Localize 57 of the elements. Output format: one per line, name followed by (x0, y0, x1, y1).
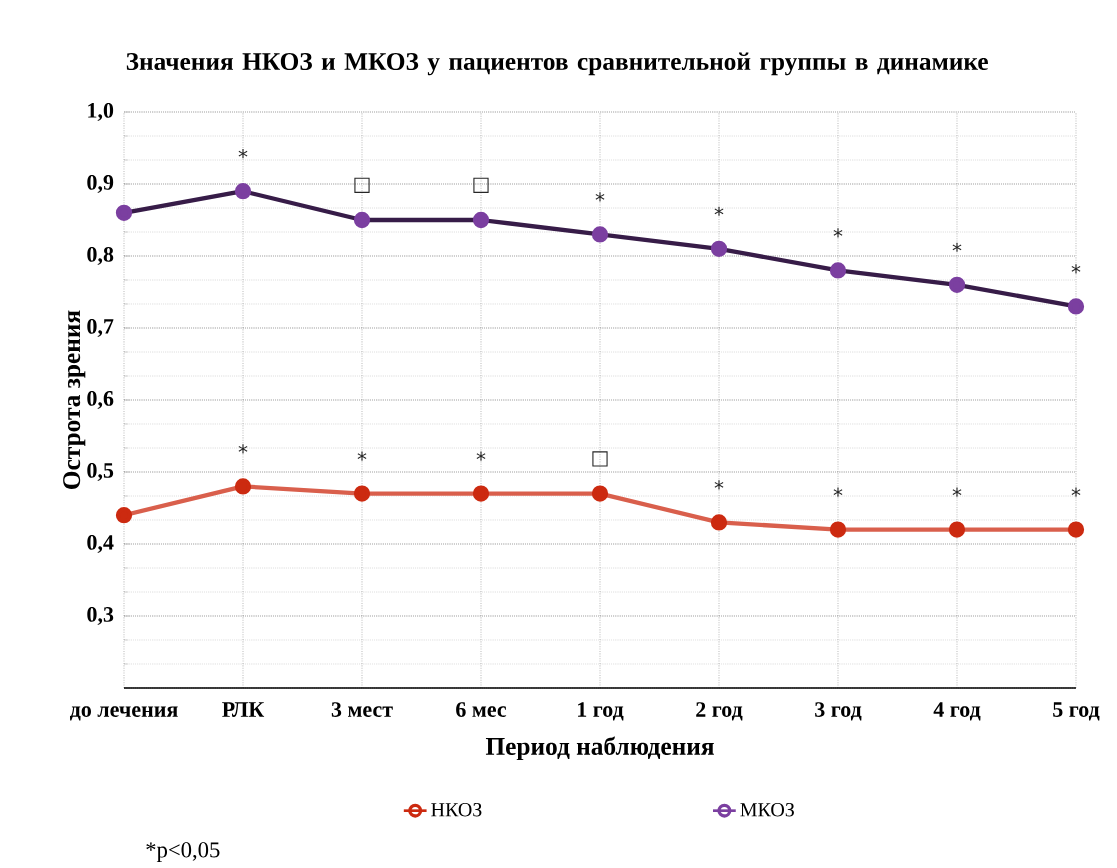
annotation: * (1071, 487, 1081, 497)
point (710, 514, 728, 531)
y-tick-label: 0,3 (87, 606, 114, 626)
y-tick-label: 0,8 (87, 246, 114, 266)
annotation: * (1071, 264, 1081, 274)
point (829, 262, 847, 279)
y-tick-label: 0,6 (87, 390, 114, 410)
point (353, 485, 371, 502)
text: *p<0,05 (146, 842, 220, 863)
point (591, 485, 609, 502)
y-tick-label: 1,0 (88, 102, 114, 122)
annotation: * (952, 487, 962, 497)
chart-title: Значения НКОЗ и МКОЗ у пациентов сравнительной группы в динамике (126, 52, 988, 76)
x-tick-label: до лечения (69, 706, 178, 721)
y-tick-label: 0,4 (87, 534, 114, 554)
point (115, 507, 133, 524)
annotation: * (357, 451, 367, 461)
point (1067, 298, 1085, 315)
point (829, 521, 847, 538)
point (115, 204, 133, 221)
legend-label: МКОЗ (740, 803, 794, 817)
annotation: □ (354, 177, 370, 193)
annotation: * (476, 451, 486, 461)
annotation: * (238, 444, 248, 454)
annotation: * (595, 192, 605, 202)
point (948, 276, 966, 293)
y-axis-title: Острота зрения (63, 310, 86, 489)
y-tick-label: 0,9 (87, 174, 114, 194)
annotation: * (833, 487, 843, 497)
annotation: * (714, 206, 724, 216)
x-tick-label: 1 год (578, 702, 624, 721)
point (234, 183, 252, 200)
point (591, 226, 609, 243)
x-tick-label: 3 мест (331, 702, 393, 717)
x-tick-label: 4 год (933, 702, 981, 721)
x-tick-label: 5 год (1053, 702, 1100, 721)
annotation: * (238, 149, 248, 159)
x-axis-title: Период наблюдения (485, 736, 714, 761)
y-tick-label: 0,5 (87, 462, 114, 482)
x-tick-label: РЛК (222, 702, 265, 717)
y-tick-label: 0,7 (87, 318, 114, 338)
point (1067, 521, 1085, 538)
annotation: □ (473, 177, 489, 193)
point (710, 240, 728, 257)
point (234, 478, 252, 495)
point (472, 485, 490, 502)
x-tick-label: 6 мес (456, 702, 507, 717)
x-tick-label: 3 год (815, 702, 862, 721)
point (948, 521, 966, 538)
annotation: * (833, 228, 843, 238)
annotation: * (952, 242, 962, 252)
legend-label: НКОЗ (431, 803, 482, 817)
point (472, 211, 490, 229)
x-tick-label: 2 год (696, 702, 743, 721)
annotation: □ (592, 451, 608, 467)
annotation: * (714, 480, 724, 490)
point (353, 211, 371, 229)
